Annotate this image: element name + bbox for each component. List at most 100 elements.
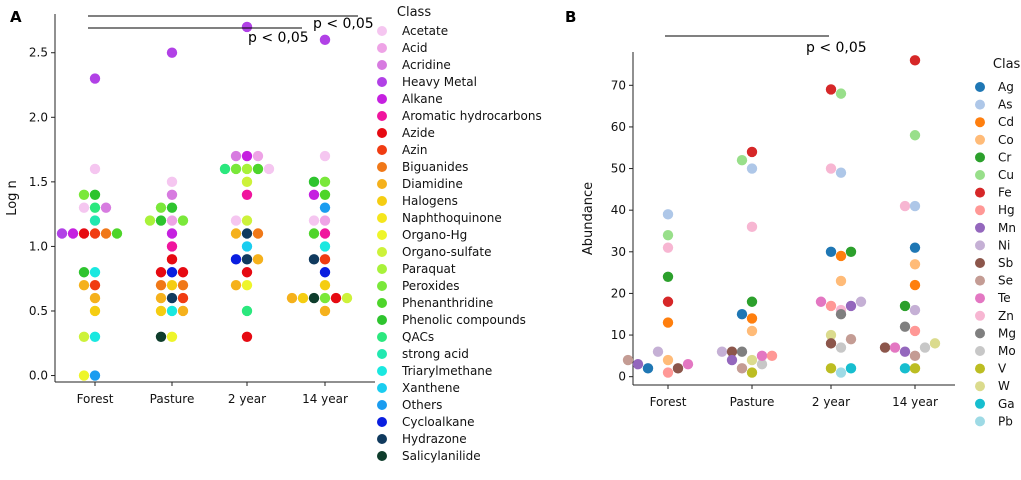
legend-label: Hg [998, 203, 1015, 217]
legend-label: Acridine [402, 58, 451, 72]
data-point [89, 163, 101, 175]
data-point [166, 47, 178, 58]
data-point [319, 34, 331, 46]
data-point [252, 163, 264, 175]
legend-marker [975, 99, 985, 110]
legend-marker [377, 281, 387, 291]
data-point [662, 317, 674, 328]
data-point [825, 246, 837, 257]
data-point [736, 155, 748, 166]
data-point [319, 241, 331, 252]
legend-label: Zn [998, 309, 1014, 323]
legend-label: Phenanthridine [402, 296, 493, 310]
legend-marker [975, 187, 985, 198]
data-point [241, 21, 253, 33]
legend-label: Hydrazone [402, 432, 467, 446]
data-point [177, 292, 189, 304]
legend-label: Cu [998, 168, 1014, 182]
data-point [899, 200, 911, 212]
data-point [78, 267, 90, 278]
data-point [166, 176, 178, 188]
data-point [319, 202, 331, 213]
data-point [166, 241, 178, 252]
data-point [155, 267, 167, 278]
data-point [177, 279, 189, 291]
significance-label: p < 0,05 [248, 30, 309, 46]
data-point [746, 354, 758, 366]
y-axis-label: Abundance [581, 182, 596, 255]
data-point [899, 300, 911, 312]
data-point [166, 267, 178, 278]
data-point [78, 228, 90, 239]
data-point [241, 176, 253, 188]
data-point [825, 329, 837, 341]
data-point [319, 267, 331, 278]
data-point [825, 163, 837, 174]
data-point [746, 163, 758, 174]
data-point [662, 242, 674, 253]
legend-label: Organo-sulfate [402, 245, 492, 259]
y-axis-label: Log n [5, 180, 20, 216]
data-point [672, 363, 684, 374]
data-point [308, 215, 320, 226]
legend-marker [975, 205, 985, 216]
data-point [252, 254, 264, 265]
data-point [166, 228, 178, 239]
data-point [155, 331, 167, 343]
y-tick-label: 10 [611, 328, 626, 342]
data-point [825, 84, 837, 95]
legend-label: Others [402, 398, 442, 412]
data-point [241, 163, 253, 175]
data-point [166, 331, 178, 343]
data-point [642, 363, 654, 374]
data-point [319, 215, 331, 226]
legend-marker [377, 60, 387, 70]
legend-label: strong acid [402, 347, 469, 361]
legend-label: Azin [402, 143, 427, 157]
data-point [319, 189, 331, 200]
data-point [89, 228, 101, 239]
data-point [89, 292, 101, 304]
data-point [230, 150, 242, 162]
data-point [845, 246, 857, 257]
data-point [662, 271, 674, 282]
data-point [835, 367, 847, 378]
x-tick-label: Forest [650, 395, 687, 409]
data-point [756, 350, 768, 362]
data-point [319, 228, 331, 239]
data-point [252, 150, 264, 162]
data-point [909, 242, 921, 253]
data-point [835, 275, 847, 287]
data-point [632, 358, 644, 370]
y-tick-label: 0.0 [29, 369, 48, 383]
x-tick-label: 14 year [302, 392, 348, 406]
data-point [155, 292, 167, 304]
data-point [78, 202, 90, 213]
x-tick-label: Pasture [730, 395, 775, 409]
data-point [177, 305, 189, 317]
legend-label: Diamidine [402, 177, 463, 191]
data-point [746, 296, 758, 307]
data-point [241, 254, 253, 265]
y-tick-label: 2.0 [29, 110, 48, 124]
legend-label: Heavy Metal [402, 75, 477, 89]
legend-label: Acid [402, 41, 428, 55]
legend-marker [377, 349, 387, 359]
data-point [909, 55, 921, 66]
legend-marker [377, 179, 387, 189]
data-point [166, 254, 178, 265]
legend-label: Xanthene [402, 381, 460, 395]
data-point [166, 292, 178, 304]
data-point [155, 279, 167, 291]
data-point [241, 331, 253, 343]
legend-marker [377, 230, 387, 240]
x-tick-label: Forest [77, 392, 114, 406]
legend-label: Naphthoquinone [402, 211, 502, 225]
data-point [835, 250, 847, 262]
legend-title: Class [993, 57, 1021, 72]
legend-marker [975, 117, 985, 128]
legend-marker [975, 275, 985, 286]
data-point [89, 202, 101, 213]
data-point [716, 346, 728, 357]
y-tick-label: 60 [611, 120, 626, 134]
